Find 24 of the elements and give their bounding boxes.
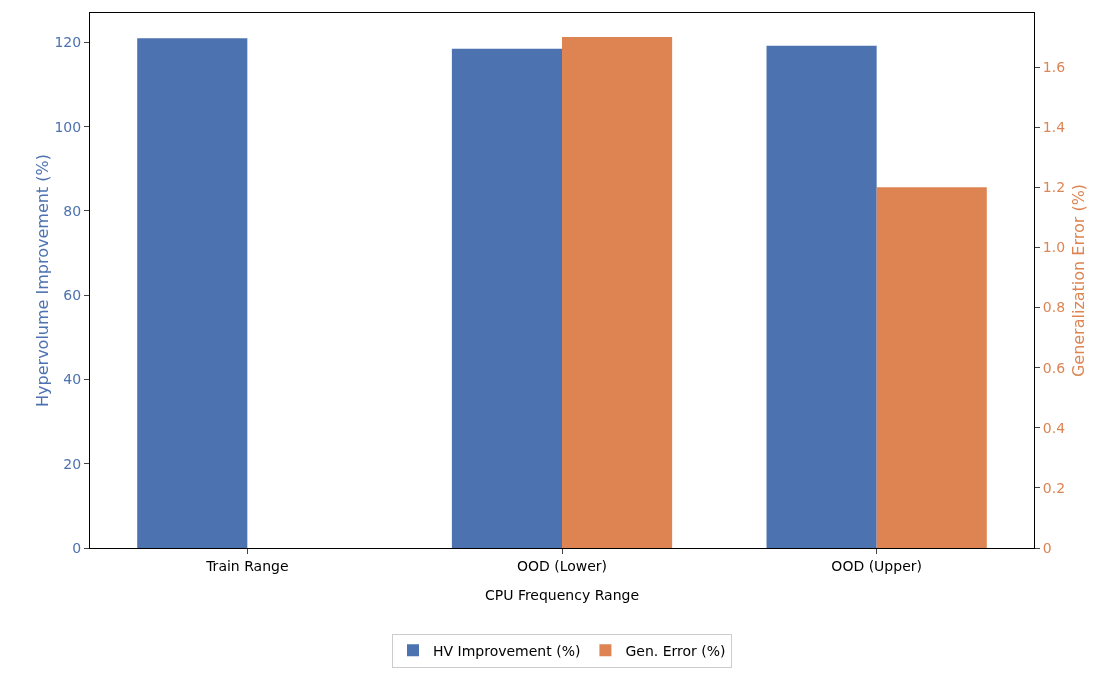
y2-tick-label: 0.4	[1042, 419, 1066, 436]
x-axis-title: CPU Frequency Range	[484, 587, 640, 603]
legend-label: HV Improvement (%)	[433, 642, 581, 659]
y2-axis-title: Generalization Error (%)	[1069, 183, 1088, 378]
y-tick-label: 80	[63, 202, 82, 219]
x-tick-label: Train Range	[205, 557, 289, 574]
y-tick-label: 20	[63, 455, 82, 472]
y-tick-label: 40	[63, 371, 82, 388]
y2-tick-label: 1.6	[1042, 59, 1066, 75]
y-axis-title: Hypervolume Improvement (%)	[33, 154, 52, 407]
y2-tick-label: 0	[1042, 539, 1052, 556]
x-tick-label: OOD (Lower)	[516, 557, 608, 574]
y2-tick-label: 0.2	[1042, 479, 1066, 496]
y2-tick-label: 0.6	[1042, 359, 1066, 376]
y-tick-label: 120	[54, 34, 82, 51]
y2-tick-label: 1.4	[1042, 119, 1066, 136]
y2-tick-label: 0.8	[1042, 299, 1066, 316]
y-tick-label: 100	[54, 118, 82, 135]
legend-label: Gen. Error (%)	[625, 642, 726, 659]
y-tick-label: 0	[72, 539, 82, 556]
y2-tick-label: 1.0	[1042, 239, 1066, 256]
y2-tick-label: 1.2	[1042, 179, 1066, 196]
y-tick-label: 60	[63, 287, 82, 304]
x-tick-label: OOD (Upper)	[831, 557, 922, 574]
